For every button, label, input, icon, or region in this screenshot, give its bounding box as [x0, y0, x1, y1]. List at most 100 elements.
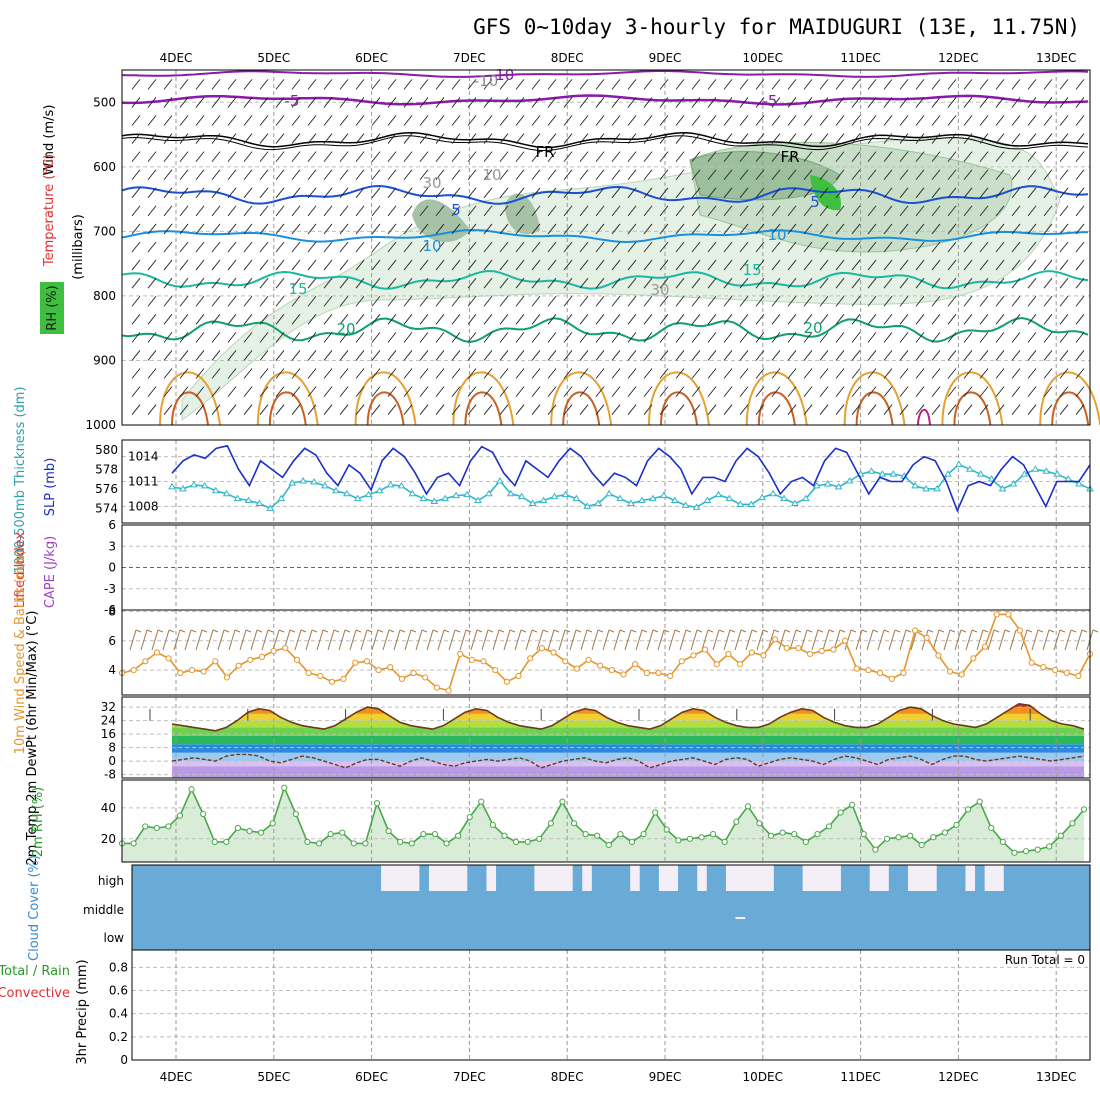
- chart-title: GFS 0~10day 3-hourly for MAIDUGURI (13E,…: [473, 15, 1080, 39]
- wind-barb: [323, 133, 333, 144]
- wind-barb: [755, 386, 765, 397]
- wind-barb: [851, 332, 861, 343]
- wind-barb: [451, 97, 461, 108]
- data-point: [667, 672, 674, 680]
- wind-barb: [867, 295, 877, 307]
- wind-barb: [195, 332, 205, 343]
- data-point: [375, 486, 384, 494]
- wind-barb: [419, 115, 429, 126]
- data-point: [930, 834, 937, 841]
- wind10-barb: [778, 629, 786, 651]
- ylabel-rh2m: 2m RH (%): [31, 787, 46, 858]
- wind10-barb: [613, 629, 621, 651]
- wind-barb: [579, 314, 589, 325]
- ylabel-wind10: 10m Wind Speed & Barbs (m/s): [13, 550, 28, 755]
- wind10-barb: [932, 629, 940, 651]
- wind-barb: [867, 386, 877, 397]
- wind-barb: [483, 205, 493, 217]
- wind-barb: [835, 404, 845, 415]
- wind-barb: [259, 115, 269, 126]
- isotherm-5: [121, 184, 1089, 205]
- wind-barb: [1027, 223, 1037, 235]
- wind-barb: [755, 332, 765, 343]
- rh-legend-swatch: [40, 282, 64, 334]
- wind-barb: [915, 386, 925, 397]
- wind-barb: [739, 223, 749, 235]
- wind-barb: [675, 169, 685, 181]
- wind-barb: [947, 97, 957, 108]
- wind-barb: [1043, 133, 1053, 144]
- wind-barb: [467, 368, 477, 379]
- wind-barb: [579, 187, 589, 199]
- wind-barb: [739, 205, 749, 217]
- wind-barb: [579, 79, 589, 90]
- wind10-barb: [745, 629, 753, 651]
- data-point: [441, 494, 450, 502]
- wind-barb: [595, 314, 605, 325]
- wind-barb: [419, 368, 429, 379]
- temp-band: [172, 766, 1084, 778]
- wind-barb: [483, 79, 493, 90]
- wind-barb: [131, 404, 141, 415]
- date-label: 8DEC: [551, 51, 584, 65]
- wind-barb: [371, 169, 381, 181]
- wind-barb: [659, 169, 669, 181]
- wind10-barb-flag: [982, 629, 989, 633]
- wind-barb: [627, 295, 637, 307]
- wind-barb: [243, 187, 253, 199]
- wind-barb: [435, 169, 445, 181]
- wind10-barb-flag: [619, 629, 626, 633]
- wind-barb: [755, 205, 765, 217]
- isotherm-30: [757, 391, 796, 426]
- wind-barb: [467, 79, 477, 90]
- data-point: [946, 668, 954, 675]
- data-point: [678, 658, 685, 665]
- wind-barb: [883, 223, 893, 235]
- wind-barb: [179, 241, 189, 253]
- wind10-barb: [855, 629, 863, 651]
- wind10-barb: [140, 629, 148, 651]
- wind10-barb-flag: [850, 629, 857, 633]
- wind-barb: [323, 97, 333, 108]
- wind-barb: [483, 223, 493, 235]
- wind-barb: [595, 241, 605, 253]
- data-point: [177, 669, 184, 677]
- wind-barb: [915, 368, 925, 379]
- wind-barb: [467, 386, 477, 397]
- wind-barb: [147, 115, 157, 126]
- wind-barb: [611, 386, 621, 397]
- wind-barb: [307, 151, 317, 162]
- wind-barb: [323, 205, 333, 217]
- rh-tick: 40: [101, 801, 116, 815]
- wind-barb: [195, 386, 205, 397]
- wind-barb: [323, 314, 333, 325]
- wind-barb: [179, 205, 189, 217]
- wind-barb: [291, 241, 301, 253]
- data-point: [767, 832, 775, 839]
- wind-barb: [851, 277, 861, 289]
- wind-barb: [723, 133, 733, 144]
- data-point: [795, 645, 802, 652]
- wind-barb: [1059, 151, 1069, 162]
- wind-barb: [771, 350, 781, 361]
- wind-barb: [291, 295, 301, 307]
- wind-barb: [515, 187, 525, 199]
- cloud-gap-high: [802, 865, 841, 891]
- wind-barb: [163, 133, 173, 144]
- wind-barb: [979, 151, 989, 162]
- data-point: [211, 486, 220, 494]
- wind-barb: [1059, 241, 1069, 253]
- wind-barb: [979, 133, 989, 144]
- wind-barb: [963, 314, 973, 325]
- wind-barb: [419, 386, 429, 397]
- wind-barb: [499, 386, 509, 397]
- data-point: [998, 484, 1007, 492]
- wind10-barb-flag: [795, 629, 802, 633]
- wind-barb: [611, 187, 621, 199]
- wind-barb: [435, 97, 445, 108]
- isotherm-25: [941, 371, 1004, 426]
- wind-barb: [739, 350, 749, 361]
- data-point: [987, 475, 996, 482]
